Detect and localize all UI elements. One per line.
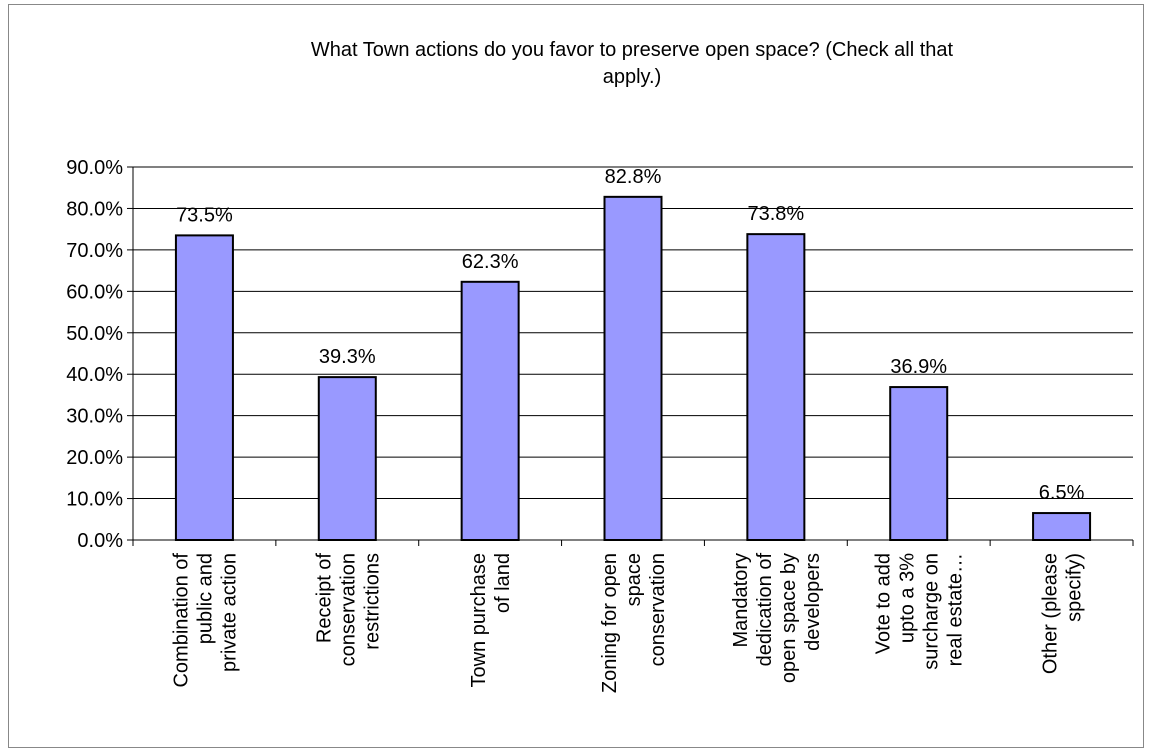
x-tick-label: Zoning for open space conservation [599,553,669,693]
data-label: 39.3% [319,346,376,368]
x-tick-label-line: upto a 3% [897,553,919,643]
y-tick-label: 30.0% [66,406,123,428]
x-tick-label: Mandatory dedication of open space by devel… [730,553,824,684]
x-tick-label-line: Other (please [1040,553,1062,674]
y-tick-label: 0.0% [77,530,123,552]
axes [132,167,1133,541]
y-tick-label: 50.0% [66,323,123,345]
bar [1032,512,1092,541]
y-tick-label: 60.0% [66,281,123,303]
data-label: 73.5% [176,204,233,226]
y-tick-label: 70.0% [66,240,123,262]
x-tick-label-line: of land [492,553,514,613]
x-tick-label-line: specify) [1064,553,1086,622]
y-tick-label: 10.0% [66,489,123,511]
x-tick-label-line: dedication of [754,553,776,667]
y-tick-label: 90.0% [66,157,123,179]
bars [174,195,1092,541]
x-tick-label: Other (please specify) [1040,553,1086,674]
x-tick-label-line: surcharge on [921,553,943,670]
x-tick-label: Vote to add upto a 3% surcharge on real est… [873,553,967,670]
data-labels: 73.5% 39.3% 62.3% 82.8% 73.8% 36.9% 6.5% [176,166,1085,504]
x-tick-label: Receipt of conservation restrictions [313,553,383,667]
y-axis-ticks: 0.0% 10.0% 20.0% 30.0% 40.0% 50.0% 60.0% 70.0% 8… [66,157,133,552]
data-label: 62.3% [462,251,519,273]
data-label: 73.8% [747,203,804,225]
x-tick-label-line: developers [802,553,824,651]
data-label: 6.5% [1039,482,1085,504]
x-tick-label-line: Vote to add [873,553,895,654]
x-tick-label-line: Receipt of [313,553,335,643]
x-tick-label-line: Town purchase [468,553,490,688]
bar [889,386,949,541]
x-tick-label-line: conservation [337,553,359,666]
x-tick-label-line: conservation [647,553,669,666]
x-tick-label-line: restrictions [361,553,383,650]
bar [317,376,377,541]
bar [460,280,520,541]
x-axis-ticks: Combination of public and private action Re… [132,540,1134,693]
data-label: 36.9% [890,356,947,378]
x-tick-label-line: private action [218,553,240,672]
x-tick-label-line: space [623,553,645,606]
data-label: 82.8% [605,166,662,188]
y-tick-label: 40.0% [66,364,123,386]
x-tick-label: Combination of public and private action [170,553,240,688]
y-tick-label: 80.0% [66,198,123,220]
x-tick-label-line: public and [194,553,216,644]
bar [746,233,806,541]
chart-title: What Town actions do you favor to preser… [311,39,954,88]
x-tick-label-line: Combination of [170,553,192,688]
x-tick-label-line: real estate… [945,553,967,666]
bar [603,195,663,541]
chart-title-line: What Town actions do you favor to preser… [311,39,954,61]
x-tick-label-line: Zoning for open [599,553,621,693]
chart-title-line: apply.) [603,66,662,88]
bar [174,234,234,541]
x-tick-label: Town purchase of land [468,553,514,688]
x-tick-label-line: Mandatory [730,553,752,648]
y-tick-label: 20.0% [66,447,123,469]
x-tick-label-line: open space by [778,553,800,683]
